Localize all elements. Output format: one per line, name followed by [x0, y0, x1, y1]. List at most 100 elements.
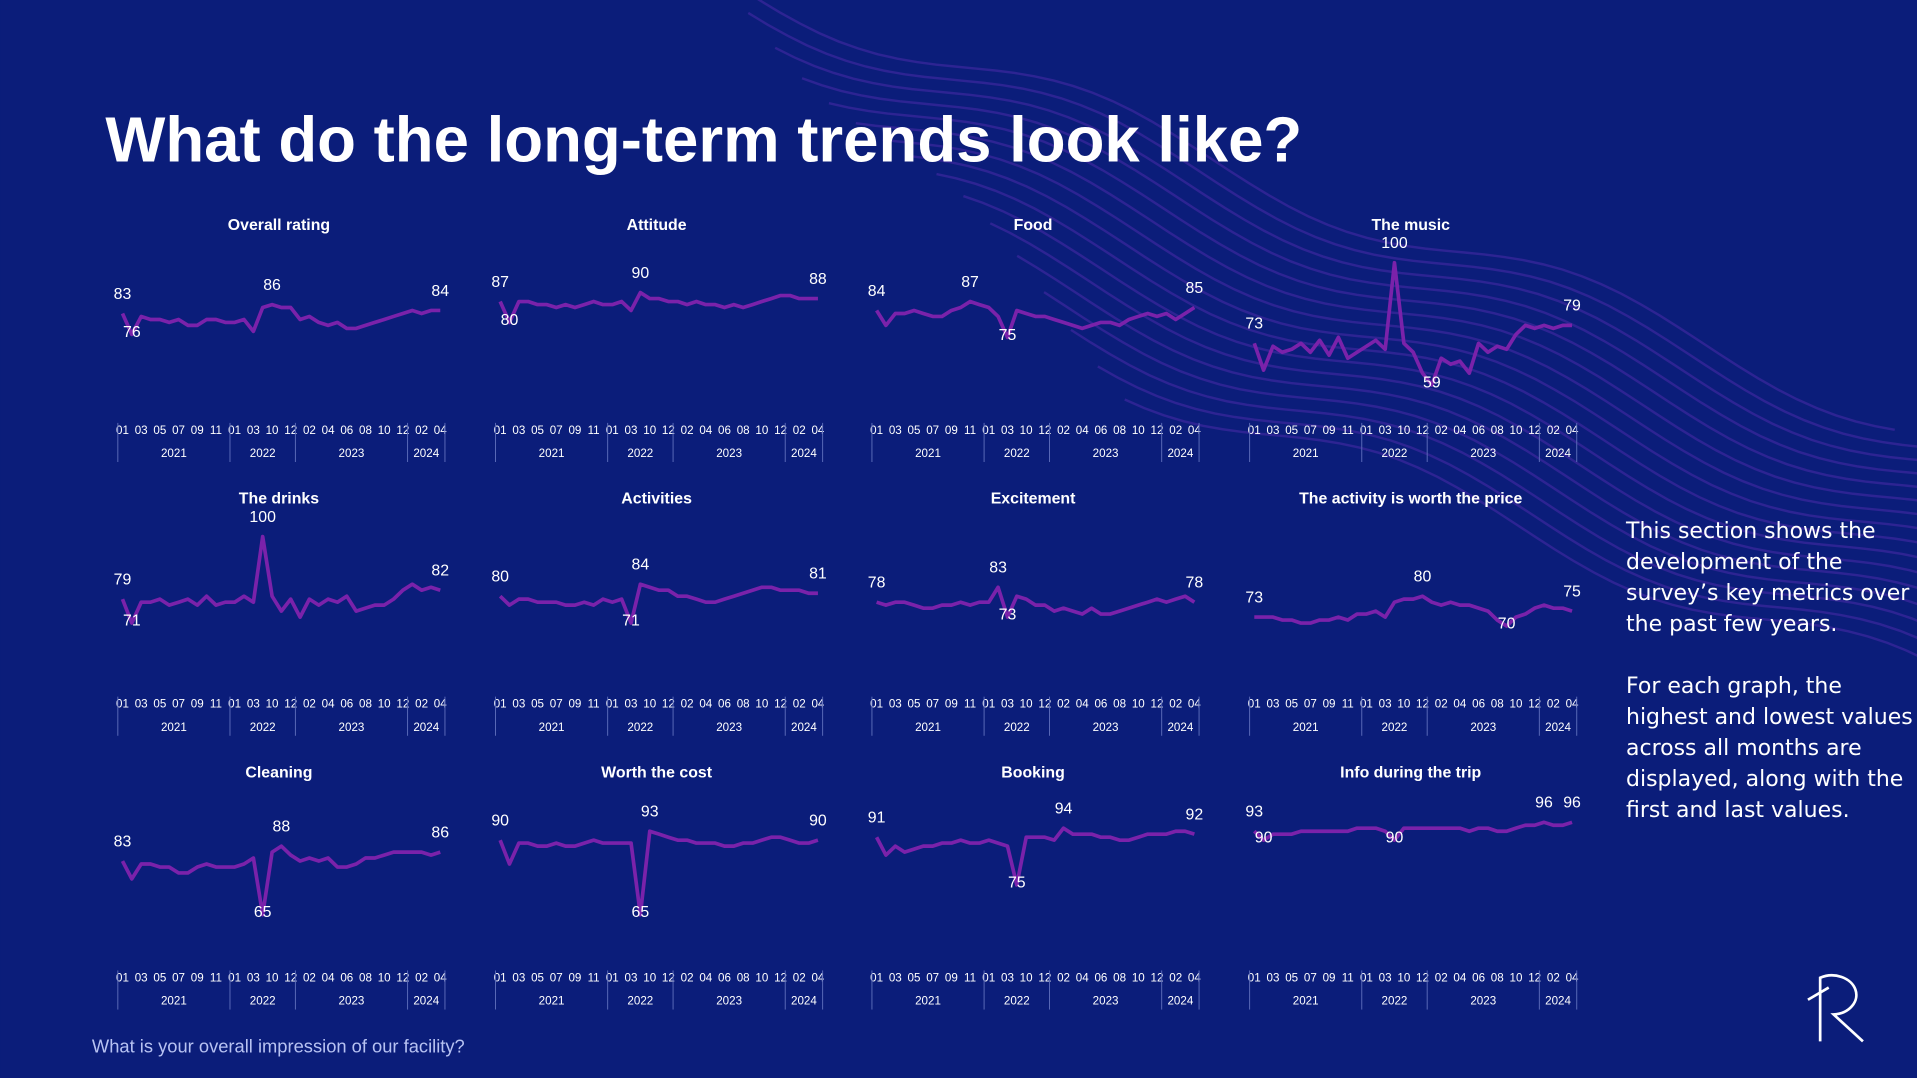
x-tick-label: 04 — [434, 424, 447, 437]
x-year-label: 2024 — [413, 447, 439, 460]
data-label: 100 — [1381, 235, 1408, 252]
x-year-label: 2024 — [1545, 995, 1571, 1008]
small-chart: Food 01 03 05 07 09 11 2021 01 03 10 12 2022 02 04 06 08… — [868, 217, 1203, 463]
chart-title: The music — [1371, 217, 1450, 234]
x-tick-label: 10 — [1397, 424, 1410, 437]
x-year-label: 2023 — [716, 447, 742, 460]
x-year-label: 2023 — [1470, 721, 1496, 734]
x-year-label: 2021 — [161, 995, 187, 1008]
decor-wave — [882, 138, 1917, 516]
x-tick-label: 04 — [1566, 971, 1579, 984]
trend-line — [120, 534, 441, 625]
x-year-label: 2024 — [791, 721, 817, 734]
x-tick-label: 12 — [1528, 971, 1541, 984]
x-tick-label: 09 — [1323, 424, 1336, 437]
trend-line — [876, 585, 1196, 619]
x-tick-label: 01 — [494, 424, 507, 437]
data-label: 92 — [1186, 807, 1204, 824]
x-tick-label: 10 — [1397, 971, 1410, 984]
x-tick-label: 02 — [1435, 698, 1448, 711]
x-tick-label: 10 — [643, 698, 656, 711]
x-tick-label: 11 — [1342, 424, 1354, 437]
x-tick-label: 12 — [1038, 971, 1051, 984]
x-tick-label: 02 — [1057, 971, 1070, 984]
x-year-label: 2022 — [250, 721, 276, 734]
x-tick-label: 05 — [908, 971, 921, 984]
x-tick-label: 02 — [1547, 698, 1560, 711]
x-tick-label: 08 — [737, 698, 750, 711]
data-label: 88 — [273, 818, 291, 835]
x-tick-label: 03 — [512, 424, 525, 437]
x-tick-label: 06 — [718, 698, 731, 711]
x-year-label: 2024 — [413, 721, 439, 734]
side-paragraph: For each graph, the highest and lowest v… — [1626, 674, 1913, 823]
decor-wave — [936, 172, 1917, 544]
x-tick-label: 04 — [1453, 971, 1466, 984]
data-label: 82 — [431, 563, 449, 580]
x-tick-label: 06 — [718, 424, 731, 437]
x-tick-label: 09 — [191, 698, 204, 711]
x-tick-label: 07 — [926, 424, 939, 437]
x-tick-label: 10 — [755, 698, 768, 711]
small-chart: The activity is worth the price 01 03 05 07 0… — [1245, 491, 1581, 736]
x-tick-label: 10 — [1020, 971, 1033, 984]
x-year-label: 2022 — [1004, 447, 1030, 460]
x-tick-label: 11 — [210, 698, 222, 711]
x-tick-label: 06 — [1472, 971, 1485, 984]
x-year-label: 2023 — [716, 995, 742, 1008]
x-tick-label: 03 — [247, 698, 260, 711]
x-tick-label: 10 — [1020, 424, 1033, 437]
x-tick-label: 01 — [982, 424, 995, 437]
chart-title: Activities — [621, 491, 692, 508]
data-label: 70 — [1498, 615, 1516, 632]
data-label: 79 — [1563, 298, 1581, 315]
logo-mark — [1818, 974, 1864, 1043]
x-tick-label: 07 — [926, 698, 939, 711]
x-tick-label: 07 — [550, 424, 563, 437]
x-tick-label: 07 — [172, 971, 185, 984]
x-tick-label: 01 — [606, 424, 619, 437]
chart-title: Worth the cost — [601, 764, 713, 781]
trend-line — [498, 829, 819, 917]
x-tick-label: 10 — [1397, 698, 1410, 711]
small-chart: The music 01 03 05 07 09 11 2021 01 03 10 12 2022 02 0… — [1245, 217, 1581, 463]
x-tick-label: 01 — [228, 698, 241, 711]
small-chart: Excitement 01 03 05 07 09 11 2021 01 03 10 12 2022 02… — [868, 491, 1203, 736]
x-tick-label: 01 — [606, 698, 619, 711]
x-tick-label: 08 — [1113, 971, 1126, 984]
chart-title: The activity is worth the price — [1299, 491, 1522, 508]
x-tick-label: 12 — [284, 971, 297, 984]
x-tick-label: 04 — [1453, 424, 1466, 437]
decor-wave — [989, 222, 1917, 574]
x-tick-label: 02 — [415, 971, 428, 984]
decor-wave — [774, 46, 1917, 462]
page-title: What do the long-term trends look like? — [105, 104, 1302, 175]
x-year-label: 2023 — [339, 447, 365, 460]
x-tick-label: 03 — [512, 971, 525, 984]
trend-line — [498, 582, 818, 625]
x-tick-label: 10 — [755, 424, 768, 437]
x-tick-label: 12 — [1416, 424, 1429, 437]
data-label: 91 — [868, 810, 886, 827]
x-tick-label: 08 — [737, 971, 750, 984]
x-tick-label: 05 — [153, 698, 166, 711]
chart-title: Excitement — [991, 491, 1076, 508]
x-tick-label: 03 — [512, 698, 525, 711]
x-tick-label: 02 — [415, 424, 428, 437]
x-tick-label: 02 — [1057, 698, 1070, 711]
x-tick-label: 08 — [737, 424, 750, 437]
chart-title: Cleaning — [245, 764, 312, 781]
data-label: 84 — [868, 283, 886, 300]
decor-wave — [828, 101, 1917, 488]
x-tick-label: 05 — [531, 698, 544, 711]
x-tick-label: 05 — [531, 424, 544, 437]
logo-stroke — [1807, 986, 1830, 1001]
side-paragraph: This section shows the development of th… — [1626, 519, 1910, 637]
trend-line — [120, 844, 441, 917]
x-tick-label: 06 — [340, 424, 353, 437]
x-tick-label: 04 — [1188, 698, 1201, 711]
x-tick-label: 11 — [210, 971, 222, 984]
x-year-label: 2024 — [791, 447, 817, 460]
x-tick-label: 05 — [153, 971, 166, 984]
x-tick-label: 02 — [1435, 971, 1448, 984]
